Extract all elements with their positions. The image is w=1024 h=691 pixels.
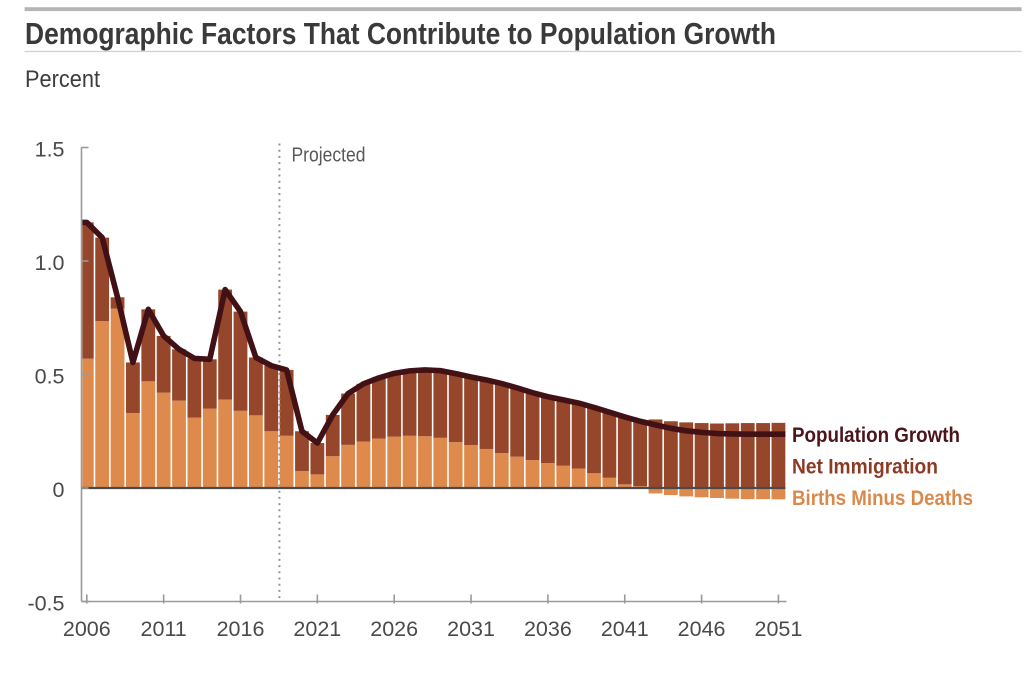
svg-text:Net Immigration: Net Immigration bbox=[792, 456, 938, 479]
svg-text:2036: 2036 bbox=[524, 617, 572, 641]
svg-text:Projected: Projected bbox=[292, 144, 366, 166]
svg-text:1.0: 1.0 bbox=[35, 251, 65, 275]
svg-text:Births Minus Deaths: Births Minus Deaths bbox=[792, 487, 973, 510]
svg-text:0: 0 bbox=[53, 478, 65, 502]
svg-text:2006: 2006 bbox=[63, 617, 111, 641]
svg-text:2021: 2021 bbox=[293, 617, 341, 641]
svg-text:2011: 2011 bbox=[141, 617, 187, 641]
svg-text:Demographic Factors That Contr: Demographic Factors That Contribute to P… bbox=[25, 17, 776, 51]
svg-text:2026: 2026 bbox=[370, 617, 418, 641]
svg-text:Population Growth: Population Growth bbox=[792, 424, 960, 447]
svg-text:2041: 2041 bbox=[601, 617, 649, 641]
svg-text:2051: 2051 bbox=[755, 617, 803, 641]
svg-text:1.5: 1.5 bbox=[35, 138, 65, 162]
svg-text:2016: 2016 bbox=[217, 617, 265, 641]
svg-text:2046: 2046 bbox=[678, 617, 726, 641]
svg-text:-0.5: -0.5 bbox=[27, 592, 64, 616]
svg-text:2031: 2031 bbox=[447, 617, 495, 641]
svg-text:0.5: 0.5 bbox=[35, 365, 65, 389]
svg-text:Percent: Percent bbox=[25, 66, 100, 93]
